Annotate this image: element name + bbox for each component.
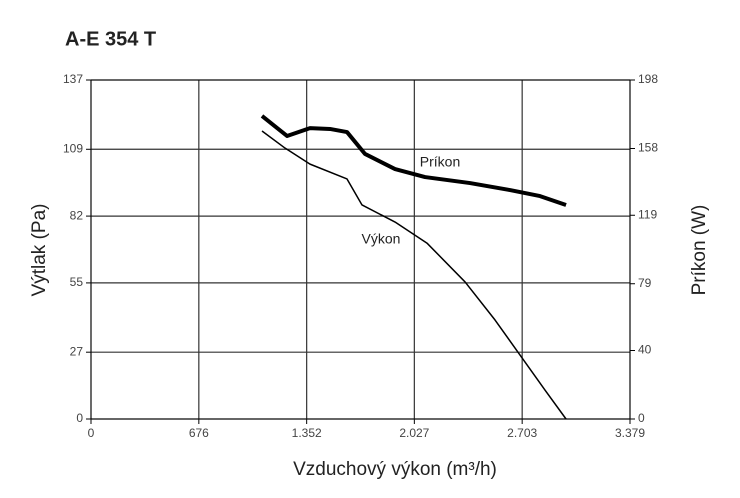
x-tick-label: 2.703 <box>507 426 537 440</box>
y-tick-label: 109 <box>63 141 83 155</box>
y2-tick-label: 0 <box>638 411 645 425</box>
y2-tick-label: 158 <box>638 141 658 155</box>
x-tick-label: 676 <box>189 426 209 440</box>
x-axis-label: Vzduchový výkon (m³/h) <box>293 459 497 480</box>
y-tick-label: 55 <box>70 275 84 289</box>
x-tick-label: 3.379 <box>615 426 645 440</box>
y-axis-label: Výtlak (Pa) <box>29 204 50 297</box>
y-tick-label: 82 <box>70 208 84 222</box>
y2-tick-label: 198 <box>638 72 658 86</box>
x-tick-label: 0 <box>88 426 95 440</box>
plot-frame <box>90 79 631 420</box>
x-tick-label: 2.027 <box>399 426 429 440</box>
data-line <box>260 114 567 207</box>
series-label: Výkon <box>362 231 401 247</box>
x-tick-label: 1.352 <box>292 426 322 440</box>
series-label: Príkon <box>420 154 460 170</box>
y-tick-label: 0 <box>76 411 83 425</box>
chart-title: A-E 354 T <box>65 28 156 50</box>
y2-tick-label: 40 <box>638 343 652 357</box>
y2-tick-label: 79 <box>638 276 652 290</box>
y2-axis-label: Príkon (W) <box>689 205 710 296</box>
y-tick-label: 137 <box>63 72 83 86</box>
data-line <box>261 130 567 420</box>
y2-tick-label: 119 <box>638 207 657 221</box>
y-tick-label: 27 <box>70 344 84 358</box>
